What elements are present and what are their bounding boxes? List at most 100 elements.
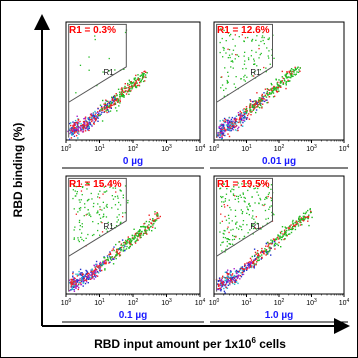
event-dot (226, 276, 229, 278)
event-dot (284, 74, 286, 77)
dot-cloud (216, 28, 301, 140)
event-dot (140, 81, 142, 83)
event-dot (135, 240, 137, 242)
gated-event-dot (117, 208, 119, 210)
gated-event-dot (270, 188, 272, 190)
event-dot (154, 219, 156, 221)
event-dot (274, 248, 276, 250)
gated-event-dot (242, 238, 244, 240)
event-dot (88, 278, 90, 280)
gated-event-dot (243, 236, 246, 238)
event-dot (115, 93, 117, 95)
event-dot (120, 93, 122, 95)
event-dot (236, 121, 239, 123)
gated-event-dot (266, 197, 268, 200)
gated-event-dot (102, 71, 104, 73)
event-dot (230, 279, 232, 282)
event-dot (115, 243, 117, 246)
event-dot (75, 134, 78, 137)
event-dot (124, 83, 126, 85)
event-dot (80, 279, 82, 281)
event-dot (285, 76, 287, 78)
gated-event-dot (225, 40, 227, 42)
event-dot (261, 95, 263, 97)
event-dot (300, 221, 302, 224)
event-dot (70, 281, 72, 283)
event-dot (134, 237, 136, 239)
event-dot (264, 95, 266, 97)
event-dot (245, 117, 248, 120)
event-dot (85, 272, 87, 275)
event-dot (255, 100, 258, 102)
event-dot (72, 121, 74, 123)
event-dot (145, 71, 147, 73)
event-dot (71, 128, 73, 130)
event-dot (77, 283, 80, 285)
gated-event-dot (243, 63, 246, 65)
event-dot (260, 258, 262, 260)
event-dot (299, 221, 301, 224)
event-dot (128, 241, 131, 243)
event-dot (304, 218, 306, 220)
event-dot (267, 251, 270, 253)
gated-event-dot (91, 198, 93, 200)
event-dot (124, 250, 126, 252)
event-dot (227, 284, 229, 286)
event-dot (236, 270, 238, 273)
event-dot (254, 100, 256, 102)
gated-event-dot (234, 215, 237, 217)
event-dot (141, 78, 143, 80)
event-dot (116, 248, 118, 251)
event-dot (73, 282, 75, 284)
gated-event-dot (262, 39, 264, 42)
event-dot (89, 113, 92, 116)
gated-event-dot (227, 32, 230, 34)
gated-event-dot (259, 183, 261, 186)
event-dot (97, 120, 99, 122)
event-dot (272, 240, 274, 242)
x-tick-label: 101 (241, 144, 252, 153)
event-dot (220, 283, 222, 286)
gated-event-dot (81, 186, 84, 188)
event-dot (222, 132, 225, 134)
gated-event-dot (226, 82, 228, 84)
event-dot (276, 83, 279, 86)
event-dot (142, 72, 144, 75)
event-dot (293, 225, 295, 227)
event-dot (245, 112, 248, 114)
event-dot (69, 127, 71, 130)
event-dot (256, 256, 259, 258)
event-dot (244, 117, 246, 119)
gated-event-dot (259, 30, 261, 32)
event-dot (239, 269, 241, 271)
event-dot (70, 278, 72, 281)
gated-event-dot (268, 57, 270, 59)
event-dot (82, 275, 84, 278)
event-dot (94, 272, 97, 274)
event-dot (135, 80, 137, 83)
event-dot (238, 270, 240, 272)
event-dot (223, 120, 225, 122)
event-dot (277, 234, 279, 236)
event-dot (71, 279, 73, 282)
event-dot (250, 261, 252, 263)
gated-event-dot (252, 224, 254, 226)
gated-event-dot (238, 55, 240, 58)
event-dot (77, 274, 80, 276)
event-dot (81, 278, 84, 280)
event-dot (240, 267, 242, 269)
event-dot (220, 130, 222, 133)
event-dot (271, 89, 273, 91)
event-dot (257, 106, 259, 108)
gated-event-dot (219, 188, 221, 190)
event-dot (278, 85, 280, 87)
event-dot (305, 211, 308, 213)
event-dot (115, 98, 117, 100)
x-tick-label: 100 (61, 298, 72, 307)
gated-event-dot (93, 202, 95, 205)
event-dot (149, 218, 151, 221)
x-tick-label: 100 (209, 144, 220, 153)
event-dot (224, 120, 227, 123)
event-dot (88, 117, 90, 119)
event-dot (152, 224, 154, 226)
